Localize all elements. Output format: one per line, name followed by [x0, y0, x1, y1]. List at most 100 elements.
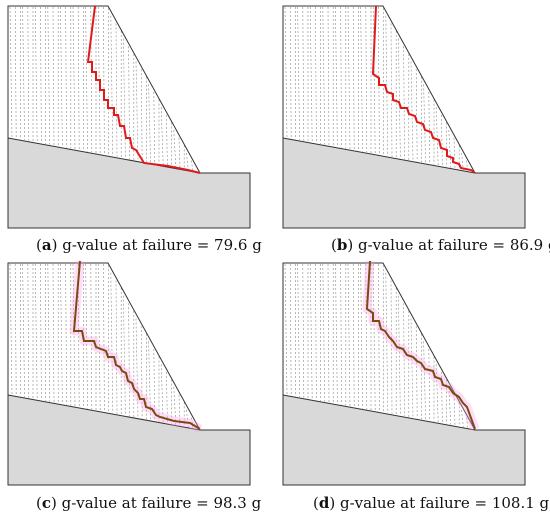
ground: [282, 394, 526, 486]
caption-d: (d) g-value at failure = 108.1 g: [313, 494, 550, 512]
grid-line: [315, 6, 317, 144]
grid-line: [347, 263, 351, 407]
grid-line: [461, 409, 464, 427]
failure-glow: [362, 260, 480, 431]
grid-line: [60, 6, 63, 147]
grid-line: [115, 23, 118, 157]
grid-line: [435, 364, 439, 423]
grid-line: [52, 6, 55, 146]
grid-lines: [9, 263, 193, 428]
slope-diagram-b: [282, 5, 526, 229]
slope-diagram-c: [7, 260, 251, 486]
grid-line: [186, 152, 189, 170]
grid-line: [148, 341, 151, 421]
grid-line: [347, 6, 351, 150]
grid-line: [123, 38, 126, 159]
slope-outline: [7, 5, 201, 174]
grid-line: [410, 61, 414, 161]
grid-line: [372, 263, 376, 411]
grid-line: [385, 15, 389, 157]
grid-line: [191, 160, 193, 171]
grid-line: [34, 263, 38, 400]
grid-line: [403, 46, 405, 160]
grid-line: [135, 318, 139, 418]
grid-line: [302, 263, 305, 398]
grid-line: [390, 23, 393, 157]
failure-surface: [72, 260, 201, 430]
panel-a: (a) g-value at failure = 79.6 g: [0, 0, 275, 258]
grid-line: [47, 6, 51, 145]
grid-line: [14, 6, 17, 139]
grid-line: [40, 263, 42, 401]
grid-line: [322, 6, 326, 145]
failure-surface: [371, 5, 476, 174]
grid-line: [327, 6, 330, 146]
ground: [282, 137, 526, 229]
grid-line: [378, 263, 380, 412]
grid-line: [85, 263, 88, 409]
grid-line: [315, 263, 317, 401]
grid-line: [123, 295, 126, 416]
caption-c: (c) g-value at failure = 98.3 g: [36, 494, 262, 512]
failure-glow: [69, 260, 203, 433]
grid-line: [128, 46, 130, 160]
grid-line: [178, 137, 181, 169]
grid-line: [302, 6, 305, 141]
grid-line: [403, 303, 405, 417]
grid-line: [160, 107, 164, 166]
grid-line: [466, 417, 468, 428]
grid-line: [398, 295, 401, 416]
caption-a: (a) g-value at failure = 79.6 g: [36, 236, 262, 254]
grid-lines: [284, 263, 468, 428]
grid-line: [448, 130, 452, 168]
grid-line: [191, 417, 193, 428]
grid-line: [441, 114, 443, 167]
grid-line: [423, 84, 426, 164]
grid-line: [428, 91, 431, 164]
grid-line: [85, 6, 88, 152]
grid-line: [352, 6, 355, 150]
slope-diagram-d: [282, 260, 526, 486]
grid-line: [166, 371, 168, 424]
grid-line: [34, 6, 38, 143]
grid-line: [178, 394, 181, 426]
failure-surface: [86, 5, 201, 174]
grid-line: [289, 263, 292, 396]
grid-line: [173, 130, 177, 168]
grid-line: [186, 409, 189, 427]
grid-line: [309, 6, 313, 143]
grid-line: [365, 6, 368, 153]
grid-line: [103, 6, 105, 155]
panel-b: (b) g-value at failure = 86.9 g: [275, 0, 550, 258]
grid-line: [110, 272, 114, 414]
caption-b: (b) g-value at failure = 86.9 g: [331, 236, 550, 254]
grid-line: [60, 263, 63, 404]
grid-line: [423, 341, 426, 421]
grid-line: [103, 263, 105, 412]
grid-line: [160, 364, 164, 423]
grid-line: [65, 6, 67, 148]
grid-line: [428, 348, 431, 421]
grid-line: [340, 6, 342, 148]
grid-line: [166, 114, 168, 167]
grid-line: [340, 263, 342, 405]
grid-line: [135, 61, 139, 161]
grid-line: [9, 263, 13, 395]
grid-line: [398, 38, 401, 159]
grid-line: [115, 280, 118, 414]
grid-line: [27, 6, 30, 141]
grid-line: [385, 272, 389, 414]
slope-outline: [7, 262, 201, 431]
grid-line: [365, 263, 368, 410]
panel-c: (c) g-value at failure = 98.3 g: [0, 257, 275, 515]
ground: [7, 137, 251, 229]
grid-line: [77, 6, 80, 150]
slope-outline: [282, 262, 476, 431]
ground: [7, 394, 251, 486]
grid-line: [372, 6, 376, 154]
grid-line: [335, 6, 338, 147]
grid-line: [97, 263, 101, 411]
grid-line: [461, 152, 464, 170]
grid-line: [9, 6, 13, 138]
grid-line: [65, 263, 67, 405]
